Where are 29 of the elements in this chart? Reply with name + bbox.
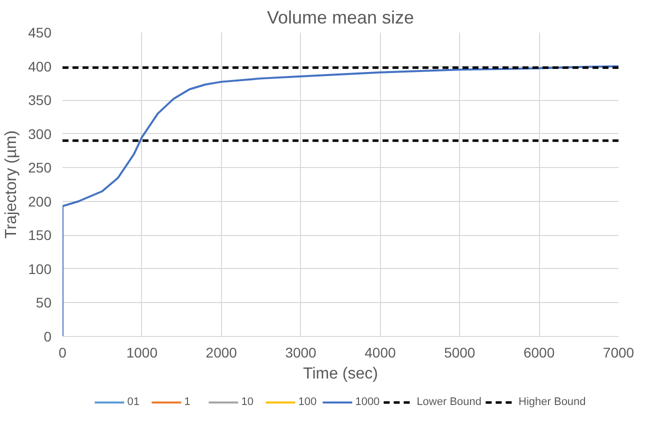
legend-label: 1: [184, 396, 192, 408]
y-tick-label: 200: [28, 193, 52, 210]
x-tick-label: 2000: [206, 344, 238, 360]
x-tick-label: 5000: [444, 344, 476, 360]
chart-title: Volume mean size: [266, 8, 414, 28]
y-tick-label: 0: [44, 328, 52, 344]
y-tick-label: 400: [28, 58, 52, 74]
y-tick-label: 350: [28, 92, 52, 108]
x-tick-label: 7000: [602, 344, 634, 360]
x-tick-label: 0: [58, 344, 67, 360]
legend-label: Lower Bound: [416, 396, 482, 408]
y-tick-label: 450: [28, 24, 52, 40]
x-tick-label: 6000: [524, 344, 555, 360]
legend-label: 10: [241, 396, 254, 408]
y-tick-label: 250: [28, 160, 52, 176]
legend-label: 1000: [355, 396, 380, 408]
y-tick-label: 150: [28, 227, 52, 244]
x-tick-label: 1000: [126, 344, 158, 360]
y-axis-title: Trajectory (µm): [3, 130, 20, 239]
legend-label: 100: [298, 396, 318, 408]
y-tick-label: 100: [28, 260, 52, 277]
legend-label: 01: [127, 396, 140, 408]
x-tick-label: 3000: [285, 344, 317, 360]
y-tick-label: 300: [28, 126, 52, 142]
line-series: [62, 65, 618, 336]
x-tick-label: 4000: [364, 344, 396, 360]
y-tick-label: 50: [36, 294, 52, 311]
legend-label: Higher Bound: [518, 396, 586, 408]
x-axis-title: Time (sec): [303, 366, 378, 382]
